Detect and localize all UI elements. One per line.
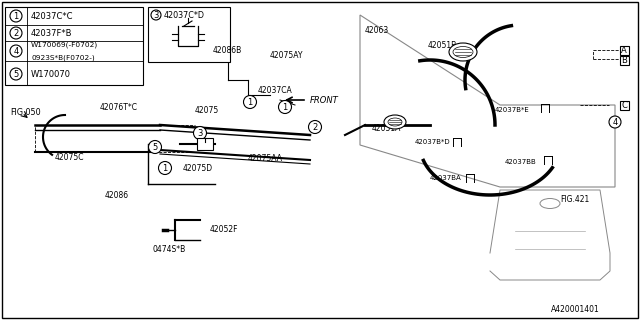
Text: 42075: 42075	[195, 106, 220, 115]
Text: 42075C: 42075C	[55, 153, 84, 162]
Text: 42086: 42086	[105, 190, 129, 199]
Circle shape	[10, 68, 22, 80]
Text: 42037CA: 42037CA	[258, 85, 292, 94]
Bar	[148, 7, 230, 62]
Bar	[620, 55, 628, 65]
Text: 0923S*B(F0702-): 0923S*B(F0702-)	[31, 55, 95, 61]
Text: FIG.050: FIG.050	[10, 108, 40, 116]
Text: 0474S*B: 0474S*B	[152, 245, 185, 254]
Ellipse shape	[540, 198, 560, 209]
Text: 42037B*E: 42037B*E	[495, 107, 530, 113]
Bar	[197, 138, 213, 150]
Circle shape	[159, 162, 172, 174]
Text: C: C	[621, 100, 627, 109]
Text: FIG.421: FIG.421	[560, 196, 589, 204]
Bar	[5, 7, 143, 85]
Text: 3: 3	[197, 129, 203, 138]
Text: 1: 1	[13, 12, 19, 20]
Text: 5: 5	[152, 142, 157, 151]
Circle shape	[151, 10, 161, 20]
Text: 42075AY: 42075AY	[270, 51, 303, 60]
Text: 3: 3	[154, 11, 159, 20]
Text: 4: 4	[612, 117, 618, 126]
Text: 42076T*C: 42076T*C	[100, 102, 138, 111]
Ellipse shape	[453, 46, 473, 58]
Text: 2: 2	[13, 28, 19, 37]
Text: 42051A: 42051A	[372, 124, 401, 132]
Text: W170069(-F0702): W170069(-F0702)	[31, 42, 99, 48]
Circle shape	[10, 45, 22, 57]
Ellipse shape	[449, 43, 477, 61]
Text: 1: 1	[163, 164, 168, 172]
Circle shape	[278, 100, 291, 114]
Text: 42075AA: 42075AA	[248, 154, 283, 163]
Text: A: A	[621, 45, 627, 54]
Bar	[620, 45, 628, 54]
Circle shape	[193, 126, 207, 140]
Circle shape	[609, 116, 621, 128]
Circle shape	[243, 95, 257, 108]
Circle shape	[308, 121, 321, 133]
Text: W170070: W170070	[31, 69, 71, 78]
Text: 42063: 42063	[365, 26, 389, 35]
Text: 42086B: 42086B	[213, 45, 243, 54]
Text: 42037BA: 42037BA	[430, 175, 461, 181]
Ellipse shape	[384, 115, 406, 129]
Text: 1: 1	[282, 102, 287, 111]
Circle shape	[148, 140, 161, 154]
Text: 42037F*B: 42037F*B	[31, 28, 72, 37]
Circle shape	[10, 10, 22, 22]
Circle shape	[10, 27, 22, 39]
Text: 42037C*D: 42037C*D	[164, 11, 205, 20]
Ellipse shape	[388, 118, 402, 126]
Text: A420001401: A420001401	[551, 306, 600, 315]
Text: FRONT: FRONT	[310, 95, 339, 105]
Text: B: B	[621, 55, 627, 65]
Text: 4: 4	[13, 46, 19, 55]
Text: 42051B: 42051B	[428, 41, 457, 50]
Text: 42037B*D: 42037B*D	[415, 139, 451, 145]
Text: 42037BB: 42037BB	[505, 159, 537, 165]
Text: 42037C*C: 42037C*C	[31, 12, 74, 20]
Text: 42075D: 42075D	[183, 164, 213, 172]
Text: 1: 1	[248, 98, 253, 107]
Text: 2: 2	[312, 123, 317, 132]
Text: 5: 5	[13, 69, 19, 78]
Text: 42052F: 42052F	[210, 226, 239, 235]
Bar	[620, 100, 628, 109]
